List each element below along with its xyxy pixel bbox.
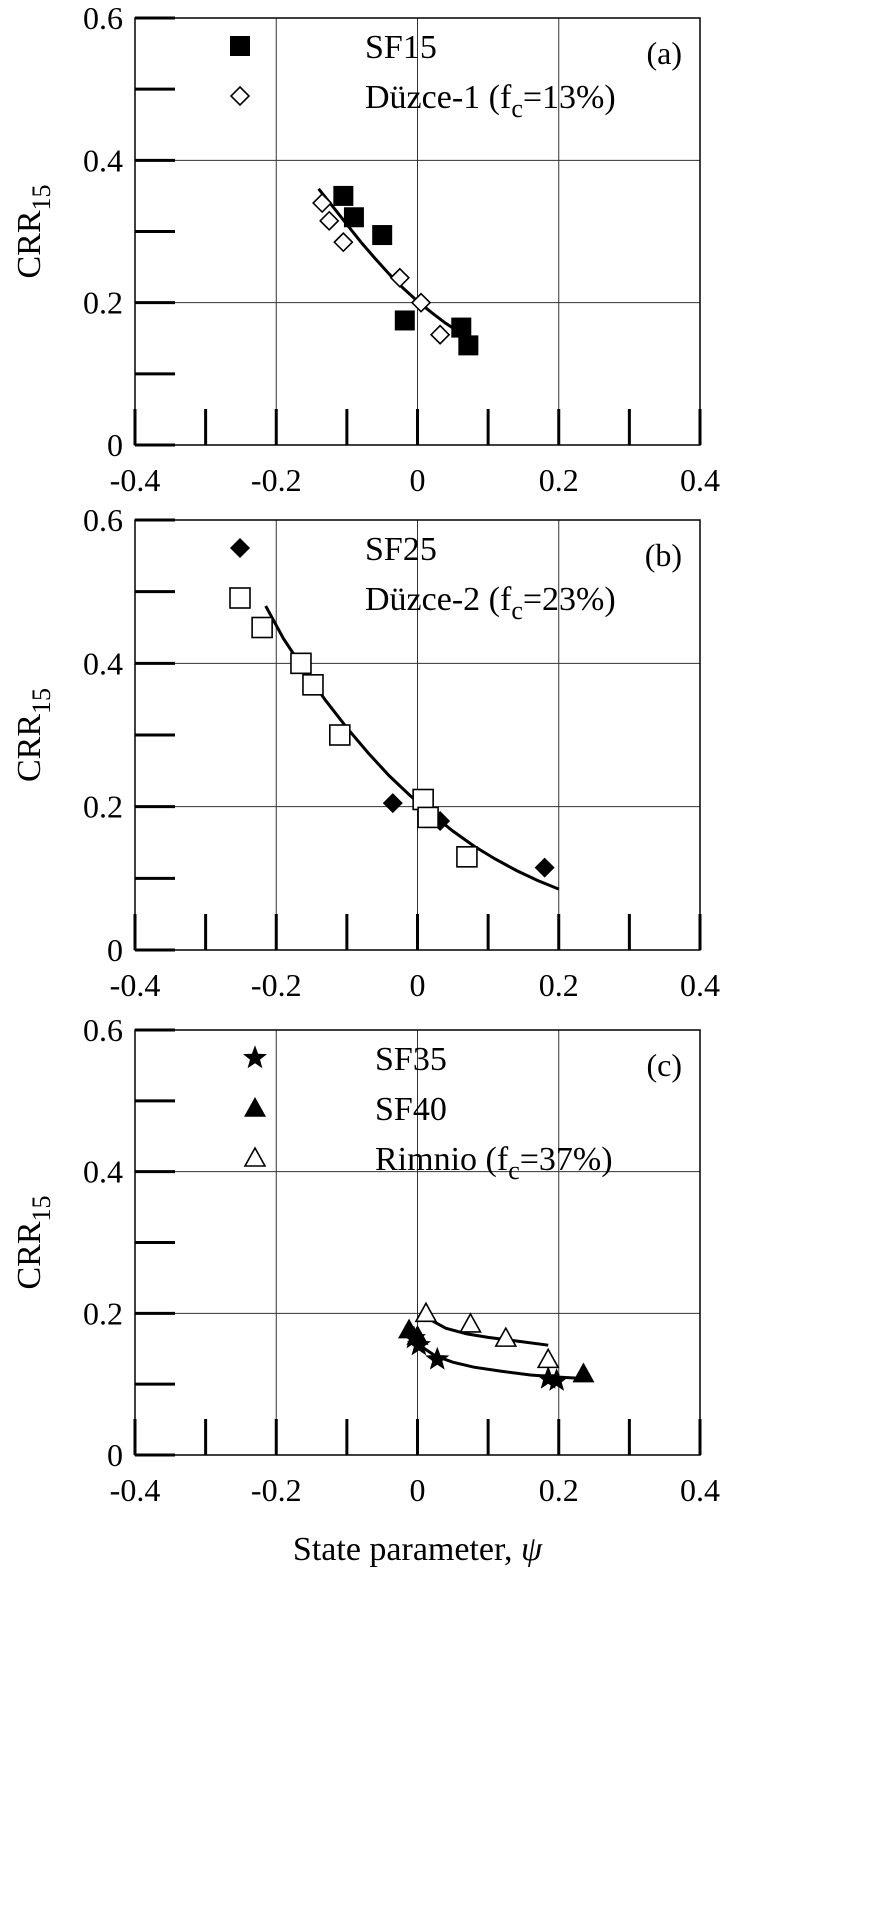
x-tick-label: 0.2 [539,462,579,498]
legend-label: SF25 [365,531,437,568]
data-point [417,806,439,829]
fit-curve [424,1309,549,1347]
panel-label: (a) [646,35,682,71]
series-Düzce-1 [312,192,451,345]
data-point [456,846,478,868]
legend: SF25 Düzce-2 (fc=23%) [229,531,616,625]
x-tick-label: -0.2 [251,1472,302,1508]
series-Düzce-2 [251,616,478,868]
data-point [312,192,333,214]
y-tick-label: 0.2 [83,285,123,321]
data-point [410,292,432,313]
legend-label: Düzce-2 (fc=23%) [365,581,616,625]
panel-label: (c) [646,1047,682,1083]
data-point [290,652,312,675]
y-tick-label: 0.6 [83,1012,123,1048]
data-point [534,857,555,878]
x-tick-label: 0 [410,1472,426,1508]
data-point [494,1326,518,1347]
data-point [544,1368,569,1391]
data-point [333,232,354,253]
data-point [451,317,472,338]
legend-marker [243,1045,267,1069]
data-point [302,674,324,696]
panel-a: -0.4 -0.2 0 0.2 0.4 0 0.2 0.4 0.6 CRR15 (a) SF15 Düz… [11,0,720,498]
y-tick-label: 0.4 [83,645,123,681]
y-tick-label: 0.4 [83,142,123,178]
legend-marker [243,1146,267,1167]
gridlines [135,1030,700,1455]
data-point [389,267,410,288]
y-axis-label: CRR15 [11,1195,56,1289]
data-point [406,1325,429,1345]
x-tick-label: -0.2 [251,967,302,1003]
fit-curve [317,187,468,339]
legend-label: SF15 [365,29,437,66]
data-point [459,1312,482,1333]
y-tick-label: 0 [107,1437,123,1473]
data-point [429,324,451,345]
legend: SF15 Düzce-1 (fc=13%) [229,29,616,123]
data-point [372,225,393,246]
x-tick-label: -0.2 [251,462,302,498]
data-point [329,724,351,746]
y-tick-label: 0.2 [83,789,123,825]
legend-marker [230,538,250,558]
panel-c: -0.4 -0.2 0 0.2 0.4 0 0.2 0.4 0.6 CRR15 (c) SF35 SF4… [11,1012,720,1568]
legend-marker [230,36,250,56]
x-tick-label: -0.4 [110,462,161,498]
legend-marker [229,85,251,107]
panel-label: (b) [645,537,682,573]
x-axis-label: State parameter, ψ [293,1531,543,1568]
data-point [414,1301,438,1323]
x-tick-label: 0.2 [539,1472,579,1508]
series-SF15 [333,185,479,356]
x-tick-label: -0.4 [110,967,161,1003]
y-tick-label: 0.6 [83,502,123,538]
data-point [458,335,479,356]
x-tick-label: 0.2 [539,967,579,1003]
data-point [412,788,434,811]
fit-curve [264,605,560,891]
x-tick-label: 0.4 [680,967,720,1003]
legend-marker [229,587,251,609]
y-tick-label: 0.6 [83,0,123,36]
legend-marker [244,1097,266,1117]
series-SF40 [398,1318,595,1383]
x-tick-label: 0 [410,967,426,1003]
legend-label: Rimnio (fc=37%) [375,1141,613,1185]
x-tick-label: 0.4 [680,462,720,498]
ticks [133,16,702,447]
legend-label: Düzce-1 (fc=13%) [365,79,616,123]
y-tick-label: 0.2 [83,1295,123,1331]
legend-label: SF35 [375,1041,447,1078]
y-axis-label: CRR15 [11,184,56,278]
y-tick-label: 0 [107,932,123,968]
data-point [425,1346,450,1370]
ticks [133,1028,702,1457]
x-tick-label: -0.4 [110,1472,161,1508]
data-point [382,793,403,814]
panel-b: -0.4 -0.2 0 0.2 0.4 0 0.2 0.4 0.6 CRR15 (b) SF25 Düz… [11,502,720,1003]
data-point [319,210,340,231]
data-point [333,185,354,206]
legend-label: SF40 [375,1091,447,1128]
x-tick-label: 0 [410,462,426,498]
series-Rimnio [414,1301,560,1369]
data-point [343,207,364,228]
y-tick-label: 0.4 [83,1154,123,1190]
y-axis-label: CRR15 [11,688,56,782]
ticks [133,518,702,952]
x-tick-label: 0.4 [680,1472,720,1508]
gridlines [135,18,700,445]
fit-lines [264,605,560,891]
data-point [251,616,273,639]
y-tick-label: 0 [107,427,123,463]
legend: SF35 SF40 Rimnio (fc=37%) [243,1041,613,1185]
data-point [536,1347,560,1369]
data-point [394,310,415,331]
data-point [572,1362,595,1383]
fit-lines [317,187,468,339]
